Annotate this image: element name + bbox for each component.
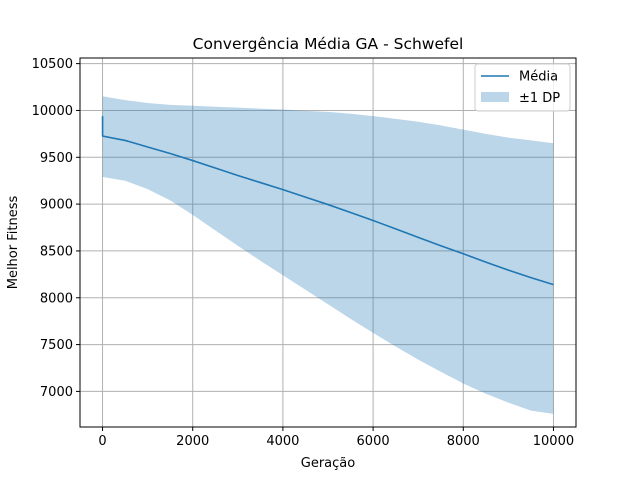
y-tick-label: 7000 xyxy=(40,385,73,400)
y-tick-label: 10000 xyxy=(32,104,73,119)
mean-line xyxy=(101,116,554,286)
y-tick-label: 9500 xyxy=(40,151,73,166)
chart-title: Convergência Média GA - Schwefel xyxy=(193,35,464,53)
y-axis-label: Melhor Fitness xyxy=(6,196,21,290)
legend-band-swatch xyxy=(481,92,509,102)
x-tick-label: 0 xyxy=(98,434,106,449)
legend: Média ±1 DP xyxy=(474,63,571,112)
legend-label-mean: Média xyxy=(519,70,558,85)
x-tick-label: 2000 xyxy=(176,434,209,449)
y-tick-label: 8000 xyxy=(40,291,73,306)
plot-frame xyxy=(79,57,577,428)
x-tick-label: 4000 xyxy=(266,434,299,449)
legend-label-band: ±1 DP xyxy=(519,91,560,106)
x-tick-label: 10000 xyxy=(533,434,574,449)
y-tick-label: 9000 xyxy=(40,198,73,213)
std-band xyxy=(102,96,554,414)
y-tick-label: 8500 xyxy=(40,244,73,259)
axis-ticks: 0 2000 4000 6000 8000 10000 7000 7500 8000 8500 90… xyxy=(32,57,574,449)
y-tick-label: 7500 xyxy=(40,338,73,353)
x-tick-label: 8000 xyxy=(447,434,480,449)
y-tick-label: 10500 xyxy=(32,57,73,72)
x-tick-label: 6000 xyxy=(357,434,390,449)
x-axis-label: Geração xyxy=(301,456,355,471)
